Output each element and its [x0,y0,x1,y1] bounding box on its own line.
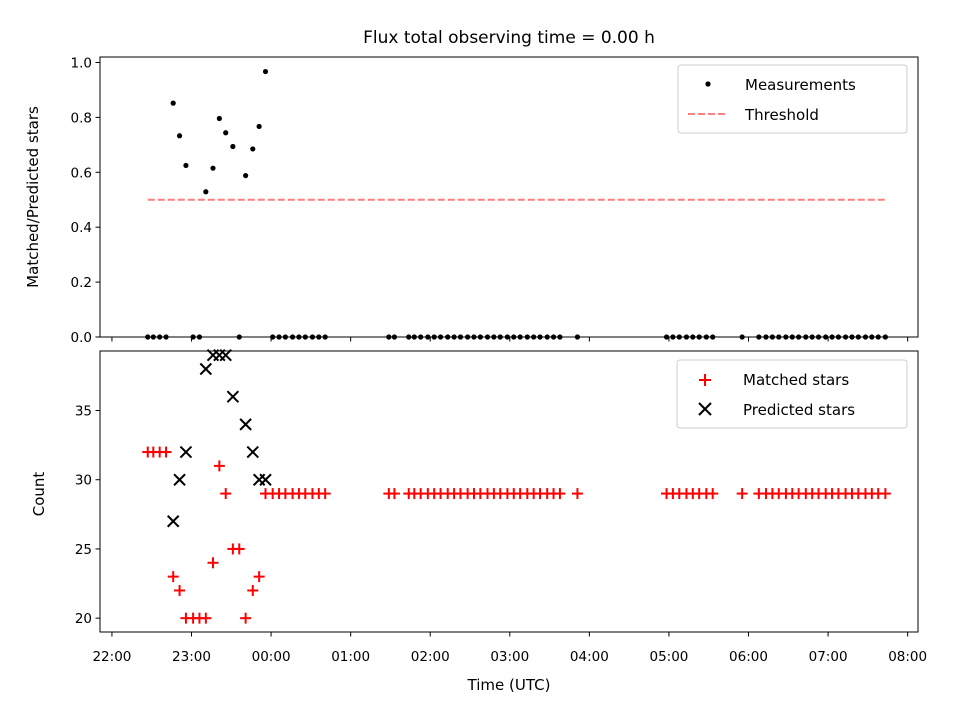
top-y-tick-label: 0.4 [71,220,92,236]
legend-matched-marker [699,374,711,386]
top-y-axis: 0.0 0.2 0.4 0.6 0.8 1.0 [71,55,100,346]
matched-star-point [571,488,583,500]
matched-star-point [207,557,219,569]
x-axis: 22:00 23:00 00:00 01:00 02:00 03:00 04:00 05:00… [92,632,927,665]
measurement-point [210,165,216,171]
bottom-y-tick-label: 35 [75,404,92,420]
measurement-point [262,68,269,75]
x-tick-label: 05:00 [649,649,688,665]
bottom-y-axis: 20 25 30 35 [75,404,100,627]
predicted-star-point [179,445,193,459]
bottom-y-axis-label: Count [30,472,48,517]
matched-star-point [707,488,719,500]
matched-star-point [247,584,259,596]
matched-star-point [160,446,172,458]
top-y-tick-label: 0.2 [71,275,92,291]
predicted-star-point [173,473,186,486]
x-tick-label: 01:00 [331,649,370,665]
top-axes-frame [99,56,919,338]
x-tick-label: 03:00 [490,649,529,665]
predicted-star-point [199,362,213,376]
top-y-tick-label: 0.0 [71,330,92,346]
top-legend-box [677,64,908,134]
matched-star-point [388,488,400,500]
x-tick-label: 06:00 [729,649,768,665]
x-tick-label: 23:00 [172,649,211,665]
measurement-point [230,143,236,150]
predicted-star-point [259,473,272,486]
legend-measurements-marker [705,81,711,87]
matched-star-point [554,488,566,500]
matched-star-point [319,488,331,500]
measurement-point [243,172,249,179]
top-y-axis-label: Matched/Predicted stars [24,106,42,288]
x-tick-label: 22:00 [92,649,131,665]
top-x-ticks [111,337,909,342]
matched-star-point [167,571,179,583]
measurement-point [203,189,209,195]
matched-star-point [240,612,252,624]
bottom-y-tick-label: 20 [75,611,92,627]
matched-star-point [233,543,245,555]
bottom-y-tick-label: 30 [75,473,92,489]
measurement-point [170,100,176,106]
predicted-star-point [226,390,240,403]
legend-threshold-label: Threshold [744,106,819,124]
top-panel: 0.0 0.2 0.4 0.6 0.8 1.0 Matched/Predicted sta… [24,55,919,346]
top-y-tick-label: 1.0 [71,55,92,71]
measurement-point [256,123,262,130]
legend-predicted-label: Predicted stars [743,401,855,419]
legend-predicted-marker [698,402,712,416]
matched-star-point [174,584,186,596]
predicted-star-point [246,445,259,459]
measurement-point [250,146,256,152]
matched-star-point [220,488,232,500]
bottom-legend: Matched stars Predicted stars [676,359,908,429]
top-y-tick-label: 0.8 [71,110,92,126]
bottom-legend-box [676,359,908,429]
top-legend: Measurements Threshold [677,64,908,134]
measurement-point [216,115,222,122]
x-tick-label: 04:00 [570,649,609,665]
matched-star-point [879,488,891,500]
matched-star-point [213,460,225,472]
measurement-point [223,130,229,136]
matched-star-point [736,488,748,500]
x-tick-label: 07:00 [809,649,848,665]
chart-title: Flux total observing time = 0.00 h [363,28,655,48]
matched-star-point [253,571,265,583]
measurement-point [176,133,183,139]
measurement-point [183,162,189,169]
predicted-star-point [239,418,252,431]
legend-measurements-label: Measurements [745,76,856,94]
x-tick-label: 00:00 [252,649,291,665]
matched-star-point [200,612,212,624]
bottom-axes-frame [99,350,919,633]
predicted-star-point [166,515,180,528]
x-tick-label: 08:00 [888,649,927,665]
bottom-plot-area [142,348,891,624]
legend-matched-label: Matched stars [743,371,849,389]
top-y-tick-label: 0.6 [71,165,92,181]
bottom-panel: 20 25 30 35 22:00 23:00 00:00 01:00 02:00 03:00 0… [30,348,927,694]
bottom-y-tick-label: 25 [75,542,92,558]
x-tick-label: 02:00 [411,649,450,665]
x-axis-label: Time (UTC) [467,676,551,694]
